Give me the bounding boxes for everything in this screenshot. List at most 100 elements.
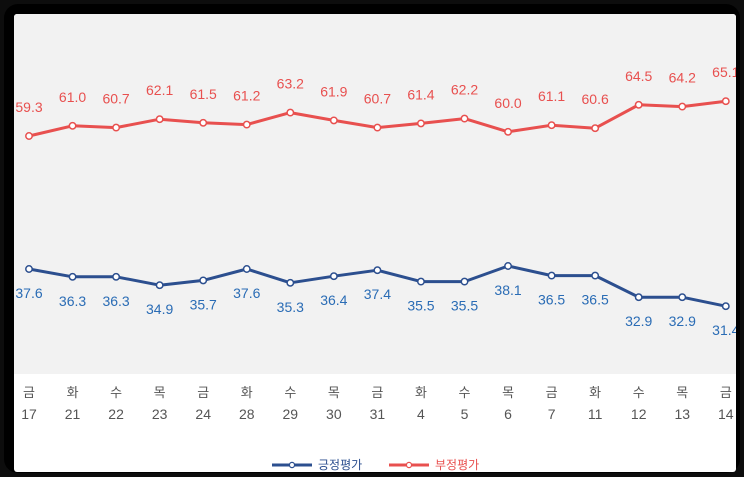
x-tick-day: 화 [67,385,79,400]
series-point [242,265,251,273]
legend-label: 긍정평가 [318,458,362,472]
series-point [721,302,730,311]
data-label: 60.0 [494,95,521,111]
series-point [112,123,121,132]
data-label: 62.2 [451,82,478,98]
data-label: 36.5 [582,292,609,308]
series-point [155,281,164,290]
series-point [504,262,512,270]
series-point [591,271,600,280]
series-point [25,265,33,273]
x-tick-date: 6 [504,406,512,422]
series-point [329,272,338,281]
series-point [460,277,469,286]
data-label: 35.3 [277,299,304,315]
x-tick-date: 21 [65,406,81,422]
x-tick-date: 17 [21,406,37,422]
x-tick-day: 수 [110,385,122,400]
screen-frame: 59.3 61.0 60.7 62.1 61.5 61.2 63.2 61.9 60.7 61.4… [4,4,740,473]
series-point [199,118,208,127]
data-label: 61.2 [233,88,260,104]
data-label: 36.3 [59,293,86,309]
series-point [373,123,382,132]
data-label: 61.5 [190,86,217,102]
series-point [634,293,643,302]
x-tick-day: 화 [589,385,601,400]
x-tick-date: 31 [370,406,386,422]
data-label: 31.4 [712,322,736,338]
x-tick-date: 29 [283,406,299,422]
x-tick-day: 화 [241,385,253,400]
series-point [286,278,295,287]
x-tick-day: 목 [676,385,688,400]
data-label: 61.4 [407,86,434,102]
x-tick-date: 7 [548,406,556,422]
series-point [199,276,208,285]
data-label: 61.9 [320,83,347,99]
x-tick-date: 12 [631,406,647,422]
data-label: 37.6 [15,285,42,301]
x-tick-day: 화 [415,385,427,400]
series-point [417,119,425,128]
data-label: 60.7 [102,91,129,107]
x-tick-day: 수 [459,385,471,400]
plot-area [14,14,736,374]
series-point [373,266,382,275]
data-label: 35.7 [190,296,217,312]
series-point [460,114,469,123]
x-tick-date: 30 [326,406,342,422]
x-tick-date: 5 [461,406,469,422]
data-label: 35.5 [407,298,434,314]
x-tick-day: 금 [720,385,732,400]
series-point [721,97,730,106]
x-tick-day: 수 [633,385,645,400]
data-label: 36.3 [102,293,129,309]
series-point [417,277,425,286]
series-point [678,102,687,111]
data-label: 61.0 [59,89,86,105]
series-point [155,115,164,124]
data-label: 35.5 [451,298,478,314]
legend-marker [288,461,296,469]
series-point [634,100,643,109]
x-tick-date: 13 [674,406,690,422]
data-label: 36.4 [320,292,347,308]
x-tick-day: 금 [371,385,383,400]
data-label: 62.1 [146,82,173,98]
x-tick-date: 11 [588,406,603,422]
data-label: 63.2 [277,76,304,92]
series-point [68,272,77,281]
x-tick-date: 14 [718,406,734,422]
x-tick-day: 목 [328,385,340,400]
x-tick-day: 금 [546,385,558,400]
legend-label: 부정평가 [435,458,479,472]
data-label: 60.7 [364,91,391,107]
data-label: 37.4 [364,286,391,302]
x-tick-day: 수 [284,385,296,400]
series-point [286,108,295,117]
data-label: 64.5 [625,68,652,84]
series-point [112,272,121,281]
data-label: 34.9 [146,301,173,317]
x-tick-date: 28 [239,406,255,422]
data-label: 59.3 [15,99,42,115]
legend-marker [405,461,413,469]
data-label: 65.1 [712,64,736,80]
series-point [547,271,556,280]
data-label: 32.9 [669,313,696,329]
series-point [25,132,33,140]
x-tick-date: 22 [108,406,124,422]
data-label: 37.6 [233,285,260,301]
series-point [678,293,687,302]
x-tick-day: 목 [502,385,514,400]
approval-line-chart: 59.3 61.0 60.7 62.1 61.5 61.2 63.2 61.9 60.7 61.4… [15,64,736,472]
x-tick-day: 목 [154,385,166,400]
series-point [329,116,338,125]
x-tick-date: 24 [195,406,211,422]
data-label: 61.1 [538,88,565,104]
x-tick-date: 4 [417,406,425,422]
data-label: 60.6 [582,91,609,107]
data-label: 32.9 [625,313,652,329]
series-point [242,120,251,129]
chart-panel: 59.3 61.0 60.7 62.1 61.5 61.2 63.2 61.9 60.7 61.4… [14,14,736,472]
